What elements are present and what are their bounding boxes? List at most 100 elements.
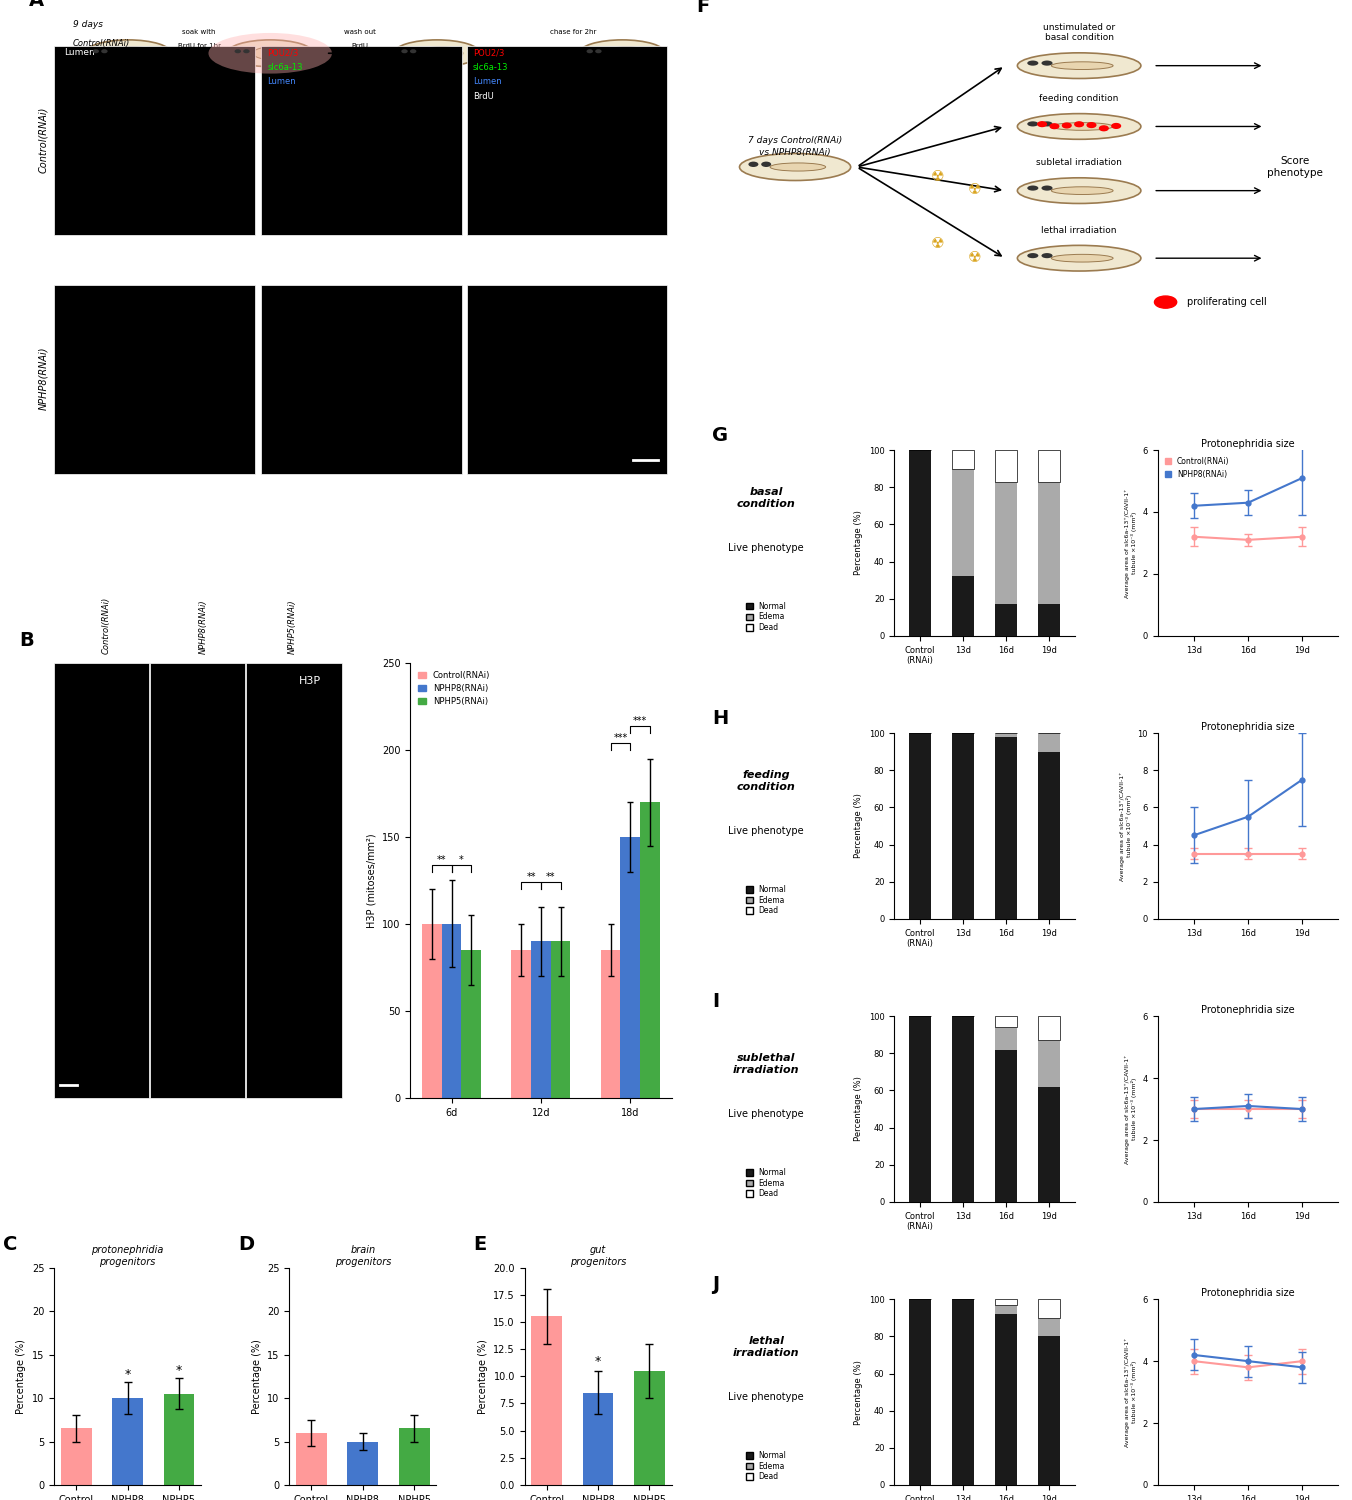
- Ellipse shape: [1018, 53, 1141, 78]
- Ellipse shape: [771, 164, 826, 171]
- Ellipse shape: [111, 46, 154, 60]
- Text: lethal irradiation: lethal irradiation: [1041, 225, 1117, 234]
- Circle shape: [1087, 124, 1096, 129]
- Text: wash out: wash out: [343, 28, 376, 34]
- Ellipse shape: [1018, 178, 1141, 204]
- Text: *: *: [124, 1368, 131, 1382]
- FancyBboxPatch shape: [150, 663, 245, 1098]
- Text: **: **: [546, 873, 556, 882]
- Bar: [952, 1299, 973, 1485]
- Circle shape: [1155, 296, 1176, 307]
- Bar: [442, 924, 461, 1098]
- FancyBboxPatch shape: [261, 46, 461, 236]
- Bar: [995, 1028, 1017, 1050]
- Text: Control(RNAi): Control(RNAi): [73, 39, 130, 48]
- Bar: [1038, 604, 1060, 636]
- Ellipse shape: [1052, 123, 1113, 130]
- Ellipse shape: [1018, 246, 1141, 272]
- Text: basal
condition: basal condition: [737, 488, 795, 508]
- Bar: [910, 1299, 930, 1485]
- Ellipse shape: [1041, 122, 1053, 126]
- Bar: [634, 1371, 665, 1485]
- FancyBboxPatch shape: [261, 285, 461, 474]
- Ellipse shape: [1041, 254, 1053, 258]
- Text: ☢: ☢: [967, 182, 982, 196]
- Ellipse shape: [393, 40, 480, 66]
- Ellipse shape: [1052, 255, 1113, 262]
- Text: feeding condition: feeding condition: [1040, 94, 1119, 104]
- Text: vs NPHP8(RNAi): vs NPHP8(RNAi): [760, 148, 831, 158]
- Title: brain
progenitors: brain progenitors: [335, 1245, 391, 1268]
- Title: gut
progenitors: gut progenitors: [571, 1245, 626, 1268]
- Bar: [1038, 752, 1060, 920]
- Legend: Normal, Edema, Dead: Normal, Edema, Dead: [746, 1168, 787, 1198]
- Text: *: *: [595, 1356, 602, 1368]
- Y-axis label: Percentage (%): Percentage (%): [16, 1340, 26, 1413]
- Bar: [910, 734, 930, 920]
- Bar: [1038, 482, 1060, 604]
- Bar: [995, 1016, 1017, 1028]
- Bar: [531, 1317, 562, 1485]
- Bar: [1038, 1299, 1060, 1318]
- Bar: [995, 1299, 1017, 1305]
- Text: BrdU: BrdU: [352, 44, 368, 50]
- Ellipse shape: [402, 50, 408, 54]
- Ellipse shape: [234, 50, 241, 54]
- Text: sublethal
irradiation: sublethal irradiation: [733, 1053, 799, 1076]
- Text: ☢: ☢: [930, 236, 944, 250]
- Circle shape: [1111, 123, 1121, 128]
- Bar: [112, 1398, 143, 1485]
- Text: soak with: soak with: [183, 28, 216, 34]
- Bar: [511, 950, 531, 1098]
- Text: I: I: [713, 992, 719, 1011]
- Bar: [461, 950, 481, 1098]
- Y-axis label: Percentage (%): Percentage (%): [854, 1359, 863, 1425]
- Ellipse shape: [1028, 186, 1038, 190]
- Text: D: D: [238, 1234, 254, 1254]
- Ellipse shape: [1018, 114, 1141, 140]
- Bar: [399, 1428, 430, 1485]
- Text: Lumen: Lumen: [65, 48, 95, 57]
- Text: G: G: [713, 426, 729, 445]
- Text: NPHP5(RNAi): NPHP5(RNAi): [288, 600, 297, 654]
- Y-axis label: Average area of slc6a-13⁺/CAVII-1⁺
tubule ×10⁻³ (mm²): Average area of slc6a-13⁺/CAVII-1⁺ tubul…: [1125, 489, 1137, 597]
- Ellipse shape: [419, 46, 462, 60]
- Text: Score
phenotype: Score phenotype: [1267, 156, 1324, 178]
- Text: slc6a-13: slc6a-13: [268, 63, 303, 72]
- Circle shape: [1038, 124, 1046, 129]
- FancyBboxPatch shape: [246, 663, 342, 1098]
- Title: Protonephridia size: Protonephridia size: [1202, 1005, 1295, 1016]
- Y-axis label: Average area of slc6a-13⁺/CAVII-1⁺
tubule ×10⁻³ (mm²): Average area of slc6a-13⁺/CAVII-1⁺ tubul…: [1125, 1338, 1137, 1448]
- Title: protonephridia
progenitors: protonephridia progenitors: [92, 1245, 164, 1268]
- Text: BrdU: BrdU: [473, 92, 493, 100]
- Text: NPHP8(RNAi): NPHP8(RNAi): [38, 346, 47, 411]
- Text: **: **: [437, 855, 446, 865]
- Bar: [531, 942, 550, 1098]
- FancyBboxPatch shape: [466, 285, 668, 474]
- Text: J: J: [713, 1275, 719, 1294]
- Ellipse shape: [253, 46, 296, 60]
- Ellipse shape: [1052, 62, 1113, 69]
- Circle shape: [1051, 128, 1059, 132]
- Text: B: B: [19, 630, 34, 650]
- Ellipse shape: [587, 50, 594, 54]
- Text: BrdU for 1hr: BrdU for 1hr: [177, 44, 220, 50]
- Text: C: C: [3, 1234, 18, 1254]
- Text: ***: ***: [633, 716, 648, 726]
- Bar: [952, 468, 973, 576]
- Ellipse shape: [85, 40, 172, 66]
- Ellipse shape: [208, 33, 333, 74]
- Text: proliferating cell: proliferating cell: [1187, 297, 1267, 307]
- Text: Control(RNAi): Control(RNAi): [38, 106, 47, 172]
- FancyBboxPatch shape: [54, 285, 254, 474]
- Text: unstimulated or
basal condition: unstimulated or basal condition: [1042, 22, 1115, 42]
- Ellipse shape: [604, 46, 648, 60]
- FancyBboxPatch shape: [54, 46, 254, 236]
- Text: Live phenotype: Live phenotype: [729, 543, 804, 554]
- Bar: [995, 1050, 1017, 1202]
- Legend: Normal, Edema, Dead: Normal, Edema, Dead: [746, 1450, 787, 1480]
- Text: Control(RNAi): Control(RNAi): [101, 597, 111, 654]
- FancyBboxPatch shape: [54, 663, 149, 1098]
- Text: lethal
irradiation: lethal irradiation: [733, 1336, 799, 1358]
- Y-axis label: Percentage (%): Percentage (%): [477, 1340, 488, 1413]
